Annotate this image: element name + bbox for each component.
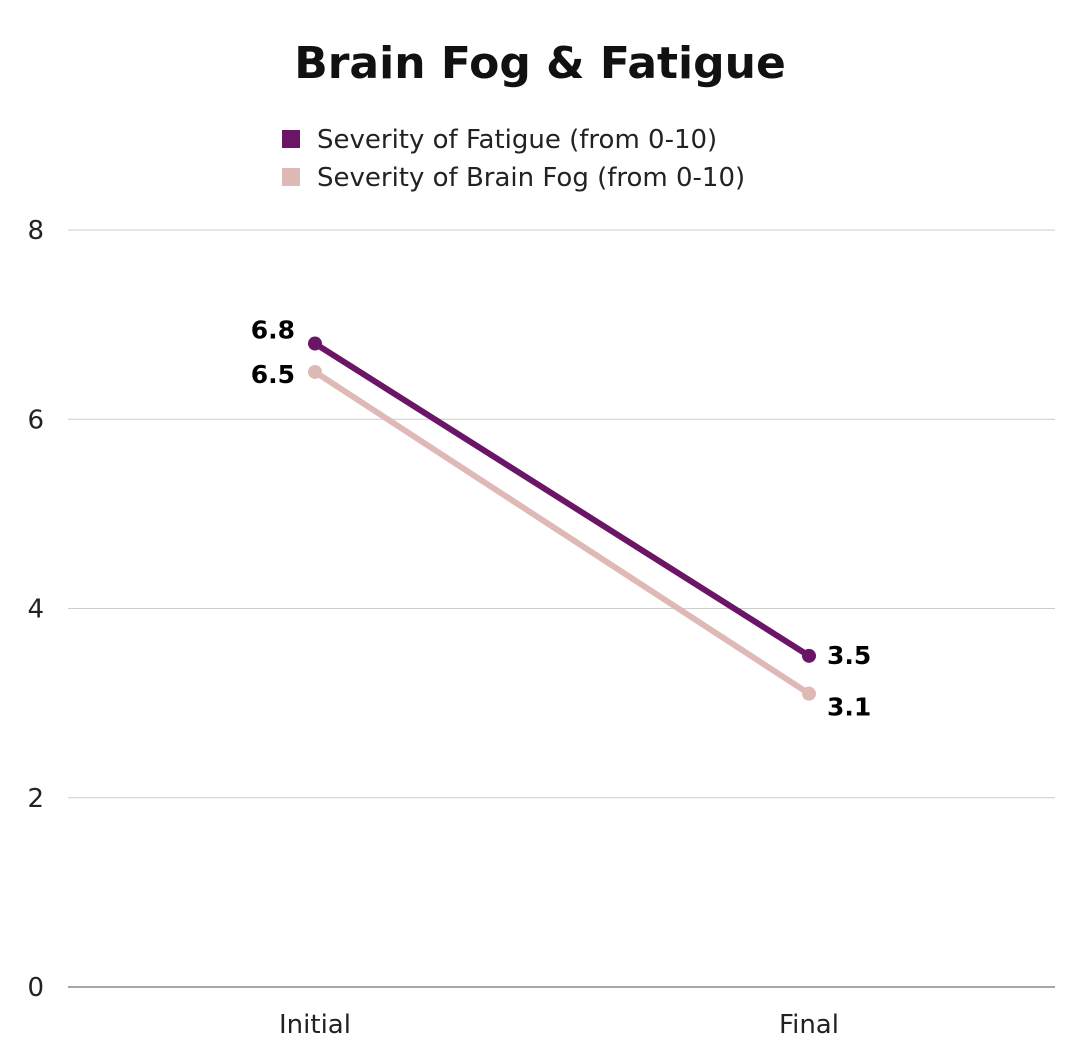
legend: Severity of Fatigue (from 0-10) Severity … — [282, 125, 745, 193]
data-label-2-initial: 6.5 — [251, 360, 295, 389]
data-point-1-final — [802, 648, 816, 663]
y-tick-label-6: 6 — [27, 405, 44, 435]
x-tick-label-initial: Initial — [279, 1010, 351, 1040]
y-axis-ticks: 0 2 4 6 8 — [27, 216, 44, 1003]
data-point-1-initial — [308, 336, 322, 351]
legend-label-2: Severity of Brain Fog (from 0-10) — [317, 163, 745, 193]
series-group: 6.5 3.1 6.8 3.5 — [251, 316, 872, 722]
data-point-2-initial — [308, 364, 322, 379]
series-line-2 — [312, 368, 812, 697]
y-tick-label-2: 2 — [27, 784, 44, 814]
chart-title: Brain Fog & Fatigue — [294, 38, 786, 89]
data-label-2-final: 3.1 — [827, 693, 871, 722]
y-tick-label-8: 8 — [27, 216, 44, 246]
series-2: 6.5 3.1 — [251, 360, 872, 722]
x-axis-ticks: Initial Final — [279, 1010, 839, 1040]
data-label-1-initial: 6.8 — [251, 316, 295, 345]
series-1: 6.8 3.5 — [251, 316, 872, 670]
legend-label-1: Severity of Fatigue (from 0-10) — [317, 125, 717, 155]
gridlines — [68, 229, 1055, 988]
data-point-2-final — [802, 686, 816, 701]
legend-swatch-1 — [282, 130, 300, 148]
series-line-1 — [312, 340, 812, 659]
data-label-1-final: 3.5 — [827, 641, 871, 670]
x-tick-label-final: Final — [779, 1010, 839, 1040]
y-tick-label-0: 0 — [27, 973, 44, 1003]
legend-swatch-2 — [282, 168, 300, 186]
y-tick-label-4: 4 — [27, 595, 44, 625]
